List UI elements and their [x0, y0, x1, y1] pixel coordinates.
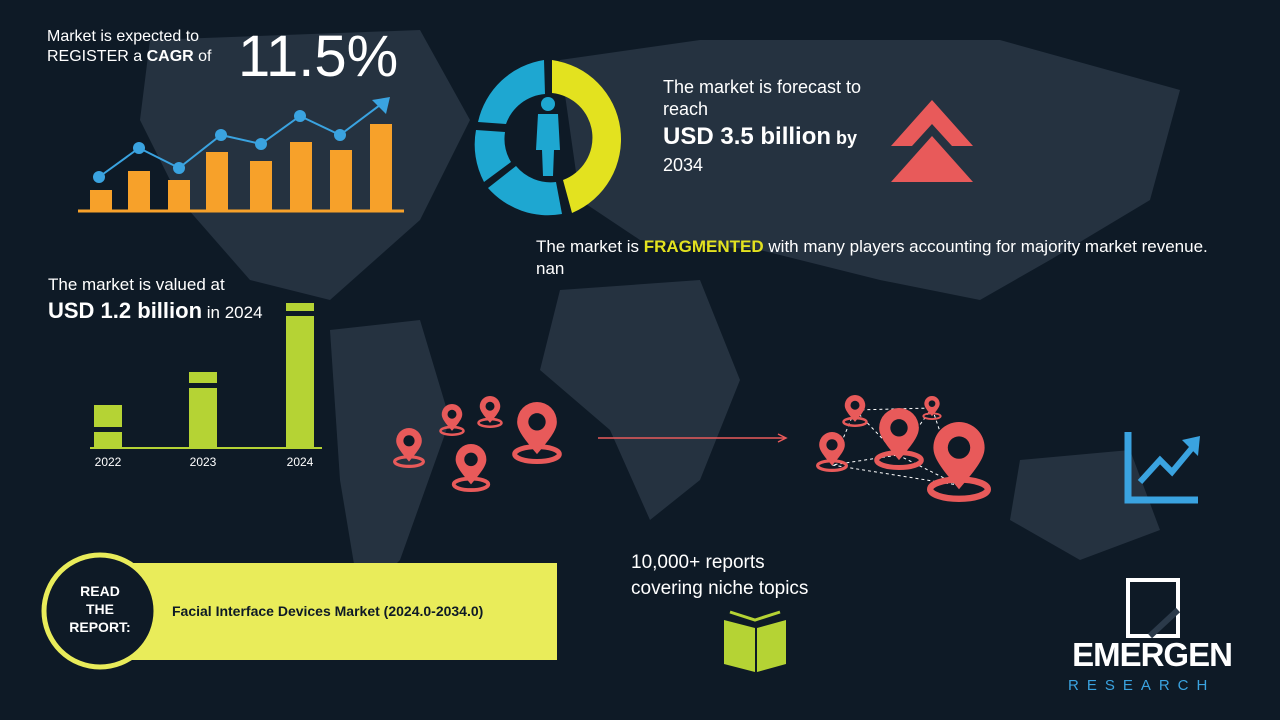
cagr-text: Market is expected to REGISTER a CAGR of [47, 27, 212, 67]
valuation-bars [90, 303, 322, 449]
read-label: READ THE REPORT: [60, 582, 140, 636]
book-icon [724, 610, 786, 672]
forecast-text: The market is forecast to reach USD 3.5 … [663, 76, 861, 176]
logo-mark [1126, 578, 1181, 639]
read-line: REPORT: [69, 619, 131, 635]
valuation-amount: USD 1.2 billion [48, 298, 203, 323]
location-pins [392, 395, 988, 499]
reports-line2: covering niche topics [631, 578, 809, 599]
forecast-by: by [836, 128, 858, 148]
forecast-amount: USD 3.5 billion [663, 123, 832, 150]
logo-name: EMERGEN [1072, 636, 1233, 673]
valuation-text: The market is valued at USD 1.2 billion … [48, 275, 263, 327]
year-label: 2024 [286, 455, 314, 469]
report-title[interactable]: Facial Interface Devices Market (2024.0-… [172, 603, 484, 619]
year-label: 2022 [94, 455, 122, 469]
reports-line1: 10,000+ reports [631, 552, 765, 573]
logo-tagline: RESEARCH [1068, 677, 1216, 694]
fragmented-prefix: The market is [536, 237, 639, 256]
fragmented-highlight: FRAGMENTED [643, 237, 764, 256]
valuation-in: in 2024 [206, 303, 263, 322]
fragmented-suffix: with many players accounting for majorit… [536, 237, 1208, 278]
donut [474, 60, 622, 216]
fragmented-text: The market is FRAGMENTED with many playe… [536, 236, 1216, 280]
cagr-prefix: REGISTER a [47, 48, 143, 65]
trend-icon [1124, 432, 1200, 504]
up-chevrons [891, 100, 973, 182]
valuation-line1: The market is valued at [48, 275, 225, 294]
cagr-value: 11.5% [238, 24, 399, 89]
growth-chart [78, 97, 404, 213]
cagr-line1: Market is expected to [47, 28, 200, 45]
cagr-suffix: of [198, 48, 212, 65]
read-line: THE [86, 601, 114, 617]
cagr-bold: CAGR [146, 48, 194, 65]
reports-text: 10,000+ reports covering niche topics [631, 550, 808, 602]
read-line: READ [80, 583, 120, 599]
forecast-line2: reach [663, 99, 709, 119]
year-label: 2023 [189, 455, 217, 469]
forecast-year: 2034 [663, 155, 704, 175]
forecast-line1: The market is forecast to [663, 77, 862, 97]
read-report-banner [41, 552, 557, 670]
